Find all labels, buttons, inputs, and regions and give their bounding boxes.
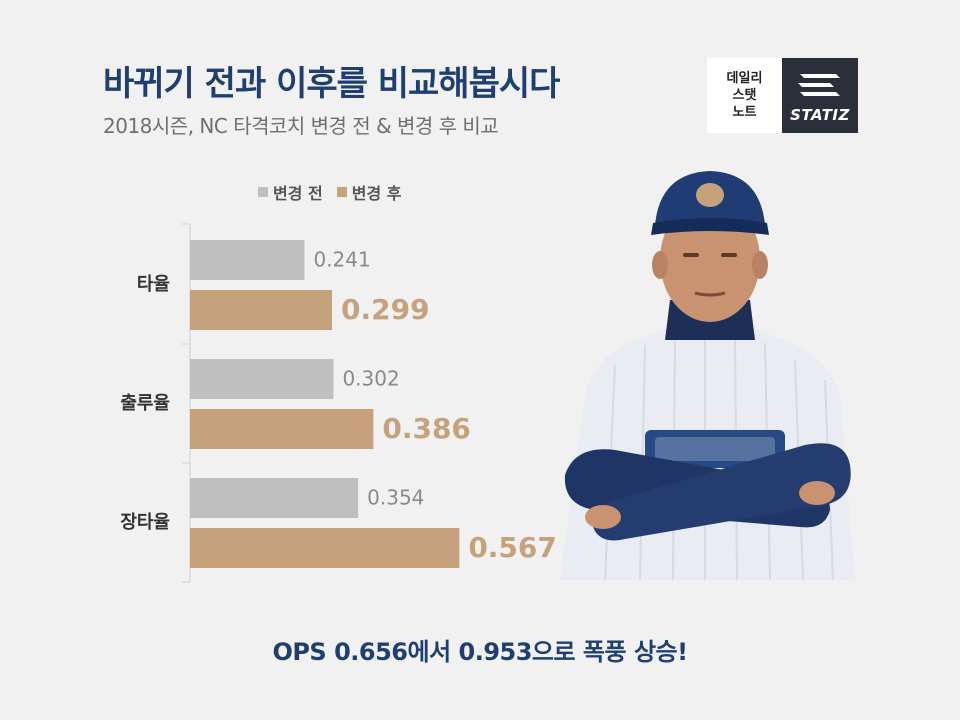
category-label: 장타율 [120,512,170,533]
legend-label-after: 변경 후 [351,184,402,203]
category-label: 타율 [137,274,170,295]
statiz-brand-mark: STATIZ [782,58,858,133]
coach-photo [560,171,855,580]
speed-lines-icon [798,74,840,96]
data-label-before: 0.241 [313,248,370,272]
bar-before [190,240,305,280]
bar-after [190,290,333,330]
legend-item-after: 변경 후 [336,180,402,204]
logo-line-2: 스탯 [732,88,757,103]
footer-caption: OPS 0.656에서 0.953으로 폭풍 상승! [272,638,688,666]
legend-swatch-before [258,187,268,197]
bar-after [190,409,374,449]
legend-item-before: 변경 전 [258,180,323,204]
statiz-logo: 데일리 스탯 노트 STATIZ [707,58,858,133]
page-subtitle: 2018시즌, NC 타격코치 변경 전 & 변경 후 비교 [103,114,499,138]
bar-before [190,359,334,399]
legend-swatch-after [336,187,347,197]
data-label-before: 0.354 [367,486,424,510]
category-label: 출루율 [120,393,170,414]
bar-after [190,528,460,568]
page-title: 바뀌기 전과 이후를 비교해봅시다 [103,64,560,104]
data-label-after: 0.386 [382,412,471,445]
data-label-before: 0.302 [342,367,399,391]
data-label-after: 0.567 [468,531,557,564]
chart-legend: 변경 전 변경 후 [258,180,415,204]
logo-line-3: 노트 [732,105,757,120]
data-label-after: 0.299 [341,293,430,326]
bar-before [190,478,359,518]
logo-line-1: 데일리 [726,71,763,86]
daily-stat-note-badge: 데일리 스탯 노트 [707,58,782,133]
legend-label-before: 변경 전 [273,184,323,203]
brand-name: STATIZ [790,106,850,124]
